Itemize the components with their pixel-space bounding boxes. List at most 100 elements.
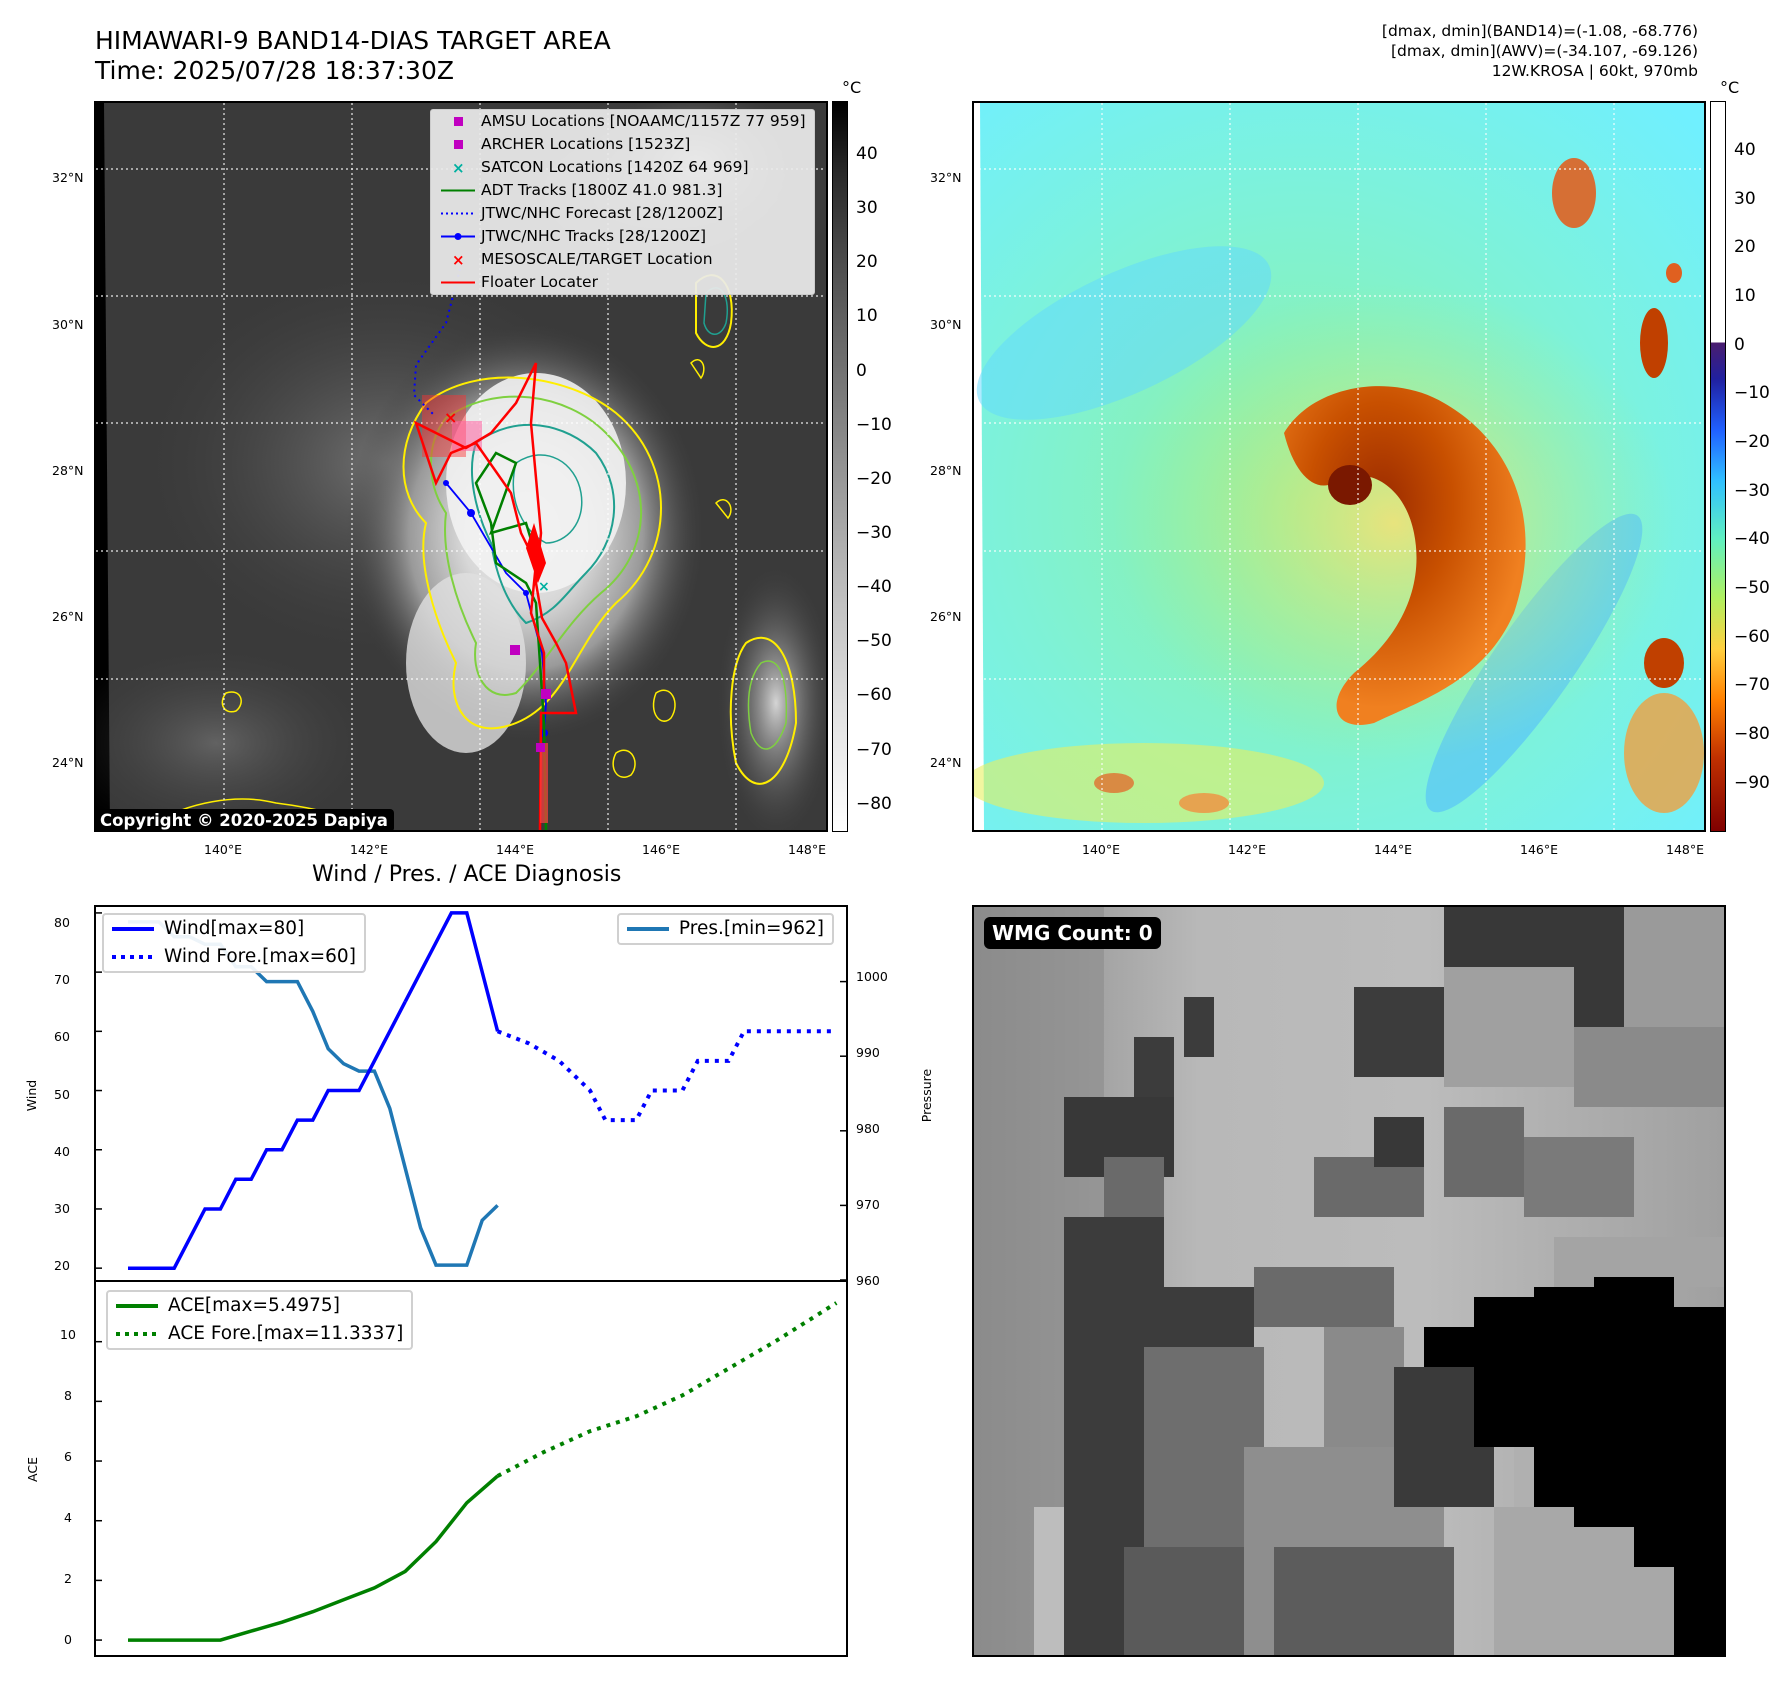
legend-ace-forecast: ACE Fore.[max=11.3337]	[116, 1323, 404, 1344]
wind-tick: 50	[54, 1087, 70, 1102]
lat-label: 30°N	[52, 317, 84, 332]
ir-map-panel: × × AMSU Locations [NOAAMC/1157Z 77 959]…	[94, 101, 828, 832]
awv-map-panel	[972, 101, 1706, 832]
wind-axis-label: Wind	[24, 1079, 40, 1112]
wmg-count-badge: WMG Count: 0	[984, 917, 1161, 949]
colorbar-tick: −30	[856, 523, 892, 543]
ace-tick: 0	[64, 1632, 72, 1647]
lon-label: 140°E	[204, 842, 243, 857]
wind-forecast-line	[496, 1029, 837, 1123]
wind-line-peak	[403, 911, 500, 1032]
diagnosis-title: Wind / Pres. / ACE Diagnosis	[312, 862, 622, 887]
colorbar-tick: −40	[1734, 529, 1770, 549]
legend-target: × MESOSCALE/TARGET Location	[452, 250, 713, 269]
storm-info: 12W.KROSA | 60kt, 970mb	[1491, 62, 1698, 80]
colorbar-tick: −20	[856, 469, 892, 489]
legend-jtwc-forecast: JTWC/NHC Forecast [28/1200Z]	[441, 204, 724, 222]
pressure-tick: 990	[856, 1045, 880, 1060]
legend-wind: Wind[max=80]	[112, 918, 305, 939]
lon-label: 142°E	[1228, 842, 1267, 857]
ace-plot	[96, 1301, 838, 1642]
colorbar-tick: 40	[1734, 140, 1756, 160]
svg-text:×: ×	[452, 159, 465, 177]
svg-text:×: ×	[444, 408, 457, 427]
colorbar-unit: °C	[842, 78, 862, 97]
awv-map-image	[974, 103, 1704, 830]
lon-label: 146°E	[1520, 842, 1559, 857]
colorbar-tick: −70	[856, 740, 892, 760]
lon-label: 146°E	[642, 842, 681, 857]
colorbar-tick: −50	[1734, 578, 1770, 598]
legend-wind-forecast: Wind Fore.[max=60]	[112, 946, 356, 967]
ace-axis-label: ACE	[24, 1457, 40, 1482]
ace-tick: 10	[60, 1327, 76, 1342]
lon-label: 144°E	[496, 842, 535, 857]
colorbar-tick: −80	[1734, 724, 1770, 744]
colorbar-tick: 20	[1734, 237, 1756, 257]
colorbar-tick: 30	[856, 198, 878, 218]
colorbar-tick: −20	[1734, 432, 1770, 452]
ace-panel: ACE[max=5.4975] ACE Fore.[max=11.3337]	[94, 1280, 848, 1657]
wmg-panel: WMG Count: 0	[972, 905, 1726, 1657]
legend-satcon: × SATCON Locations [1420Z 64 969]	[452, 158, 749, 177]
colorbar-tick: −40	[856, 577, 892, 597]
lon-label: 142°E	[350, 842, 389, 857]
legend-jtwc-tracks: JTWC/NHC Tracks [28/1200Z]	[431, 225, 814, 248]
ace-legend: ACE[max=5.4975] ACE Fore.[max=11.3337]	[106, 1290, 414, 1350]
colorbar-tick: 40	[856, 144, 878, 164]
colorbar-tick: −60	[1734, 627, 1770, 647]
lat-label: 28°N	[52, 463, 84, 478]
wind-tick: 30	[54, 1201, 70, 1216]
lat-label: 30°N	[930, 317, 962, 332]
legend-archer: ARCHER Locations [1523Z]	[431, 133, 814, 156]
figure-title: HIMAWARI-9 BAND14-DIAS TARGET AREA	[95, 26, 611, 55]
lon-label: 144°E	[1374, 842, 1413, 857]
wind-tick: 70	[54, 972, 70, 987]
wmg-image	[974, 907, 1724, 1655]
ace-line	[128, 1474, 499, 1642]
colorbar-tick: 10	[856, 306, 878, 326]
colorbar-tick: 10	[1734, 286, 1756, 306]
colorbar-tick: 30	[1734, 189, 1756, 209]
colorbar-tick: −50	[856, 631, 892, 651]
pressure-tick: 980	[856, 1121, 880, 1136]
svg-text:×: ×	[538, 579, 550, 595]
wind-tick: 80	[54, 915, 70, 930]
ace-tick: 4	[64, 1510, 72, 1525]
colorbar-tick: −70	[1734, 675, 1770, 695]
lat-label: 26°N	[930, 609, 962, 624]
colorbar-tick: −80	[856, 794, 892, 814]
ace-tick: 6	[64, 1449, 72, 1464]
legend-pressure: Pres.[min=962]	[626, 918, 824, 939]
colorbar-tick: −10	[1734, 383, 1770, 403]
wind-tick: 60	[54, 1029, 70, 1044]
band14-range-info: [dmax, dmin](BAND14)=(-1.08, -68.776)	[1381, 22, 1698, 40]
figure-timestamp: Time: 2025/07/28 18:37:30Z	[95, 56, 454, 85]
lon-label: 148°E	[1666, 842, 1705, 857]
wind-pressure-panel: Wind[max=80] Wind Fore.[max=60] Pres.[mi…	[94, 905, 848, 1282]
copyright-badge: Copyright © 2020-2025 Dapiya	[96, 809, 394, 830]
pressure-tick: 970	[856, 1197, 880, 1212]
lon-label: 140°E	[1082, 842, 1121, 857]
pressure-tick: 960	[856, 1273, 880, 1288]
colorbar-tick: −10	[856, 415, 892, 435]
lon-label: 148°E	[788, 842, 827, 857]
pressure-line	[128, 920, 499, 1267]
awv-range-info: [dmax, dmin](AWV)=(-34.107, -69.126)	[1391, 42, 1698, 60]
legend-adt: ADT Tracks [1800Z 41.0 981.3]	[441, 181, 723, 199]
lat-label: 32°N	[52, 170, 84, 185]
lat-label: 32°N	[930, 170, 962, 185]
legend-amsu: AMSU Locations [NOAAMC/1157Z 77 959]	[431, 110, 814, 133]
colorbar-tick: −30	[1734, 481, 1770, 501]
colorbar-tick: 20	[856, 252, 878, 272]
wind-line	[128, 1000, 407, 1270]
map-legend: AMSU Locations [NOAAMC/1157Z 77 959] ARC…	[430, 109, 815, 295]
wind-tick: 40	[54, 1144, 70, 1159]
colorbar-tick: −60	[856, 685, 892, 705]
ace-tick: 2	[64, 1571, 72, 1586]
lat-label: 24°N	[930, 755, 962, 770]
ace-forecast-line	[496, 1301, 838, 1478]
svg-text:×: ×	[452, 251, 465, 269]
lat-label: 28°N	[930, 463, 962, 478]
colorbar-tick: −90	[1734, 773, 1770, 793]
